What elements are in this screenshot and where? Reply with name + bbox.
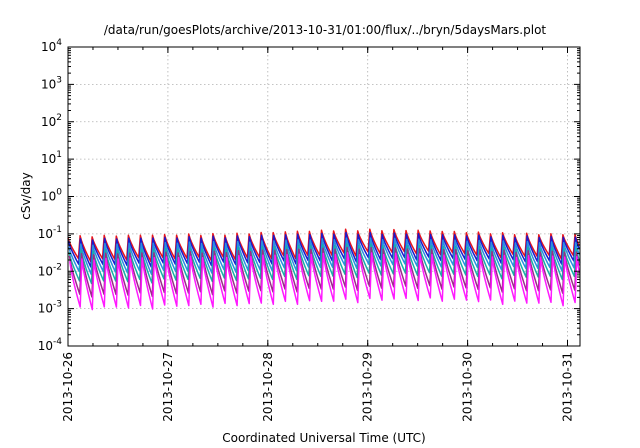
series-line — [69, 252, 581, 311]
y-tick-label: 10-4 — [38, 337, 63, 353]
series-line — [68, 243, 581, 285]
y-axis-label: cSv/day — [19, 172, 33, 219]
y-tick-label: 10-3 — [38, 300, 62, 316]
y-tick-label: 104 — [41, 38, 62, 54]
tick-layer — [67, 46, 580, 347]
series-layer — [67, 228, 581, 311]
x-tick-label: 2013-10-28 — [261, 352, 275, 422]
grid — [68, 47, 580, 346]
x-axis-label: Coordinated Universal Time (UTC) — [222, 431, 425, 445]
x-tick-label: 2013-10-27 — [161, 352, 175, 422]
x-tick-label: 2013-10-26 — [61, 352, 75, 422]
y-tick-label: 10-1 — [38, 225, 62, 241]
x-tick-labels: 2013-10-26 2013-10-27 2013-10-28 2013-10-29… — [61, 352, 575, 422]
series-line — [67, 237, 581, 275]
chart-title: /data/run/goesPlots/archive/2013-10-31/0… — [104, 23, 547, 37]
y-tick-label: 100 — [41, 188, 62, 204]
series-line — [67, 231, 580, 268]
y-tick-label: 103 — [41, 75, 62, 91]
x-tick-label: 2013-10-30 — [461, 352, 475, 422]
x-tick-label: 2013-10-31 — [561, 352, 575, 422]
x-tick-label: 2013-10-29 — [361, 352, 375, 422]
y-tick-label: 101 — [41, 150, 62, 166]
y-tick-labels: 10-4 10-3 10-2 10-1 100 101 102 103 104 — [38, 38, 63, 353]
y-tick-label: 102 — [41, 113, 62, 129]
y-tick-label: 10-2 — [38, 262, 62, 278]
